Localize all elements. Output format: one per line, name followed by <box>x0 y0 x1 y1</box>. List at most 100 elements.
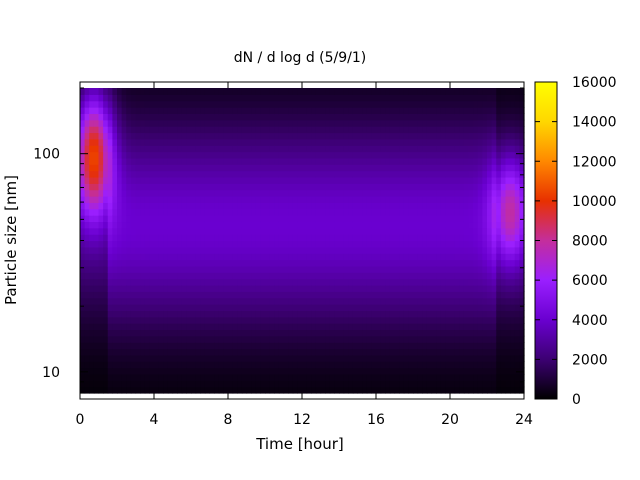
heat-cell <box>260 361 266 369</box>
heat-cell <box>519 335 525 343</box>
heat-cell <box>482 316 488 324</box>
heat-cell <box>130 310 137 318</box>
heat-cell <box>269 272 275 280</box>
heat-cell <box>463 386 470 394</box>
heat-cell <box>177 208 183 216</box>
heat-cell <box>241 151 248 159</box>
heat-cell <box>311 323 317 331</box>
heat-cell <box>126 151 132 159</box>
heat-cell <box>325 176 331 184</box>
heat-cell <box>186 335 192 343</box>
heat-cell <box>454 291 460 299</box>
heat-cell <box>98 316 104 324</box>
heat-cell <box>376 284 382 292</box>
heat-cell <box>500 126 507 134</box>
heat-cell <box>186 310 192 318</box>
heat-cell <box>399 119 405 127</box>
heat-cell <box>89 221 95 229</box>
heat-cell <box>117 386 123 394</box>
heat-cell <box>172 310 178 318</box>
heat-cell <box>394 316 400 324</box>
heat-cell <box>140 348 146 356</box>
heat-cell <box>246 284 252 292</box>
heat-cell <box>311 354 317 362</box>
heat-cell <box>366 132 372 140</box>
heat-cell <box>431 367 437 375</box>
heat-cell <box>371 176 377 184</box>
heat-cell <box>440 278 446 286</box>
heat-cell <box>103 354 109 362</box>
heat-cell <box>112 246 118 254</box>
heat-cell <box>348 310 354 318</box>
heat-cell <box>440 367 446 375</box>
heat-cell <box>126 215 132 223</box>
heat-cell <box>440 348 446 356</box>
heat-cell <box>473 234 479 242</box>
heat-cell <box>311 373 317 381</box>
heat-cell <box>487 304 493 311</box>
heat-cell <box>510 354 516 362</box>
heat-cell <box>352 284 359 292</box>
heat-cell <box>269 202 275 210</box>
heat-cell <box>172 234 178 242</box>
heat-cell <box>140 176 146 184</box>
heat-cell <box>496 126 502 134</box>
heat-cell <box>362 316 368 324</box>
heat-cell <box>181 354 187 362</box>
heat-cell <box>209 348 215 356</box>
heat-cell <box>209 335 215 343</box>
heat-cell <box>158 170 164 178</box>
heat-cell <box>426 253 433 261</box>
heat-cell <box>154 164 160 172</box>
heat-cell <box>191 354 197 362</box>
heat-cell <box>311 164 317 172</box>
heat-cell <box>186 342 192 350</box>
heat-cell <box>315 126 322 134</box>
heat-cell <box>278 316 285 324</box>
heat-cell <box>445 113 451 121</box>
heat-cell <box>320 113 326 121</box>
heat-cell <box>241 335 248 343</box>
heat-cell <box>380 107 386 115</box>
heat-cell <box>389 170 396 178</box>
heat-cell <box>417 284 423 292</box>
heat-cell <box>177 284 183 292</box>
heat-cell <box>339 240 345 248</box>
heat-cell <box>352 342 359 350</box>
heat-cell <box>149 183 155 191</box>
heat-cell <box>500 202 507 210</box>
heat-cell <box>334 284 340 292</box>
heat-cell <box>288 145 294 153</box>
heat-cell <box>195 265 201 273</box>
heat-cell <box>181 164 187 172</box>
heat-cell <box>426 100 433 108</box>
heat-cell <box>172 227 178 235</box>
heat-cell <box>121 132 127 140</box>
heat-cell <box>352 88 359 95</box>
heat-cell <box>149 189 155 197</box>
heat-cell <box>389 304 396 311</box>
heat-cell <box>403 246 409 254</box>
heat-cell <box>195 138 201 146</box>
heat-cell <box>482 183 488 191</box>
heat-cell <box>417 183 423 191</box>
heat-cell <box>362 151 368 159</box>
heat-cell <box>167 94 174 102</box>
heat-cell <box>140 259 146 267</box>
heat-cell <box>135 259 141 267</box>
heat-cell <box>158 297 164 305</box>
heat-cell <box>209 323 215 331</box>
heat-cell <box>311 196 317 203</box>
heat-cell <box>459 240 465 248</box>
heat-cell <box>473 196 479 203</box>
heat-cell <box>473 361 479 369</box>
heat-cell <box>191 386 197 394</box>
heat-cell <box>135 176 141 184</box>
heat-cell <box>80 284 86 292</box>
heat-cell <box>130 316 137 324</box>
heat-cell <box>362 240 368 248</box>
heat-cell <box>325 107 331 115</box>
heat-cell <box>278 157 285 165</box>
heat-cell <box>126 132 132 140</box>
heat-cell <box>320 386 326 394</box>
